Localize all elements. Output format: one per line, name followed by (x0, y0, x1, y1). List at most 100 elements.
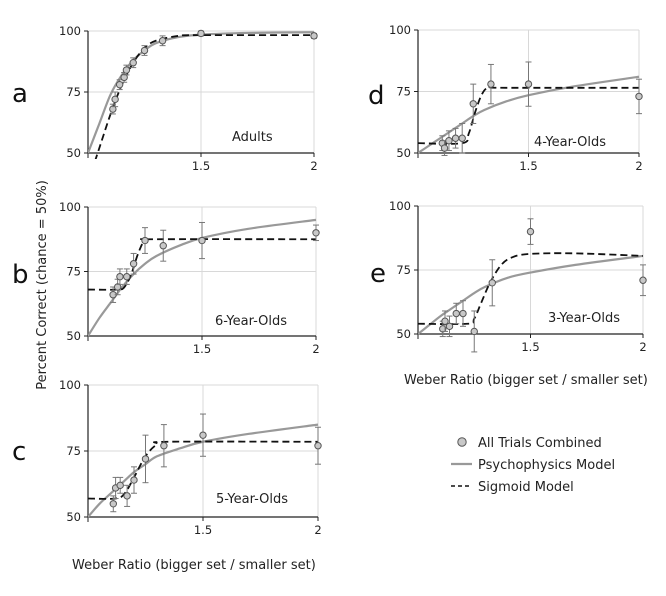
data-point (635, 92, 643, 101)
y-tick-label: 100 (59, 200, 81, 214)
data-point (439, 325, 447, 333)
panel-letter-e: e (370, 259, 386, 289)
y-tick-label: 50 (66, 510, 81, 524)
data-point (524, 80, 533, 88)
panel-letter-b: b (12, 260, 29, 290)
panel-c-five-year-olds: c 50 75 100 1.5 2 5-Year-Olds (12, 378, 322, 537)
legend-label-all-trials: All Trials Combined (478, 436, 602, 451)
sigmoid-model-line (418, 252, 644, 326)
data-point (130, 476, 138, 484)
data-point (487, 80, 495, 88)
panel-letter-c: c (12, 437, 26, 467)
data-point (140, 46, 149, 55)
x-tick-label: 1.5 (194, 523, 212, 537)
y-tick-label: 50 (396, 327, 411, 341)
data-point (470, 327, 478, 336)
data-point (197, 29, 205, 38)
data-point (199, 431, 207, 439)
data-point (445, 322, 454, 331)
x-tick-label: 1.5 (192, 159, 210, 173)
sigmoid-model-line (88, 238, 317, 291)
data-point (488, 279, 496, 287)
data-point (122, 66, 131, 74)
data-point (123, 272, 131, 281)
data-point (459, 309, 467, 318)
psychophysics-model-line (418, 254, 644, 335)
data-point (158, 37, 167, 45)
curves (418, 252, 644, 335)
panel-title: Adults (232, 130, 273, 145)
sigmoid-model-line (418, 86, 639, 145)
x-tick-label: 2 (312, 342, 319, 356)
y-tick-label: 75 (66, 265, 81, 279)
panel-title: 4-Year-Olds (534, 135, 606, 150)
data-point (310, 32, 318, 40)
panel-title: 5-Year-Olds (216, 492, 288, 507)
data-point (111, 95, 119, 104)
data-point (129, 260, 138, 268)
data-point (314, 442, 322, 450)
data-point (113, 283, 122, 291)
panel-e-three-year-olds: e 50 75 100 1.5 2 3-Year-Olds (370, 199, 647, 354)
data-point (116, 272, 124, 281)
data-point (458, 134, 466, 142)
panel-title: 6-Year-Olds (215, 314, 287, 329)
y-tick-label: 75 (396, 85, 411, 99)
data-point (109, 105, 117, 113)
x-tick-label: 1.5 (519, 159, 537, 173)
y-tick-label: 75 (396, 263, 411, 277)
data-point (141, 455, 150, 463)
psychophysics-model-line (88, 218, 317, 337)
panel-b-six-year-olds: b 50 75 100 1.5 2 6-Year-Olds (12, 200, 320, 356)
y-tick-label: 75 (66, 85, 81, 99)
legend-marker-icon (457, 437, 467, 447)
panel-a-adults: a 50 75 100 1.5 2 Adults (12, 24, 318, 173)
y-tick-label: 50 (66, 146, 81, 160)
panel-d-four-year-olds: d 50 75 100 1.5 2 4-Year-Olds (368, 23, 643, 173)
data-point (116, 481, 124, 490)
data-point (120, 73, 128, 82)
data-point (452, 309, 460, 318)
data-point (141, 236, 149, 245)
data-point (159, 242, 167, 250)
panel-letter-a: a (12, 79, 28, 109)
data-point (129, 59, 137, 67)
data-point (115, 80, 124, 89)
y-tick-label: 75 (66, 444, 81, 458)
curves (88, 218, 317, 337)
y-tick-label: 100 (389, 199, 411, 213)
y-axis-title: Percent Correct (chance = 50%) (35, 180, 50, 390)
sigmoid-model-line (94, 34, 315, 159)
data-point (440, 144, 449, 152)
x-axis-title-right: Weber Ratio (bigger set / smaller set) (404, 373, 648, 388)
x-axis-title-left: Weber Ratio (bigger set / smaller set) (72, 558, 316, 573)
data-point (451, 134, 460, 142)
x-tick-label: 2 (314, 523, 321, 537)
data-point (123, 492, 131, 500)
data-point (109, 500, 118, 508)
data-point (639, 276, 647, 284)
y-tick-label: 100 (389, 23, 411, 37)
data-point (469, 100, 477, 108)
x-tick-label: 1.5 (193, 342, 211, 356)
y-tick-label: 100 (59, 24, 81, 38)
x-tick-label: 2 (635, 159, 642, 173)
panel-letter-d: d (368, 81, 385, 111)
x-tick-label: 2 (310, 159, 317, 173)
y-tick-label: 100 (59, 378, 81, 392)
data-point (441, 317, 449, 325)
y-tick-label: 50 (396, 146, 411, 160)
data-point (445, 137, 453, 145)
x-tick-label: 1.5 (521, 340, 539, 354)
data-point (198, 236, 206, 245)
data-point (526, 227, 535, 236)
y-tick-label: 50 (66, 329, 81, 343)
data-point (312, 229, 320, 237)
legend-label-sigmoid: Sigmoid Model (478, 480, 574, 495)
legend: All Trials Combined Psychophysics Model … (451, 436, 615, 495)
data-point (160, 442, 168, 450)
x-tick-label: 2 (639, 340, 646, 354)
panel-title: 3-Year-Olds (548, 311, 620, 326)
legend-label-psychophysics: Psychophysics Model (478, 458, 615, 473)
